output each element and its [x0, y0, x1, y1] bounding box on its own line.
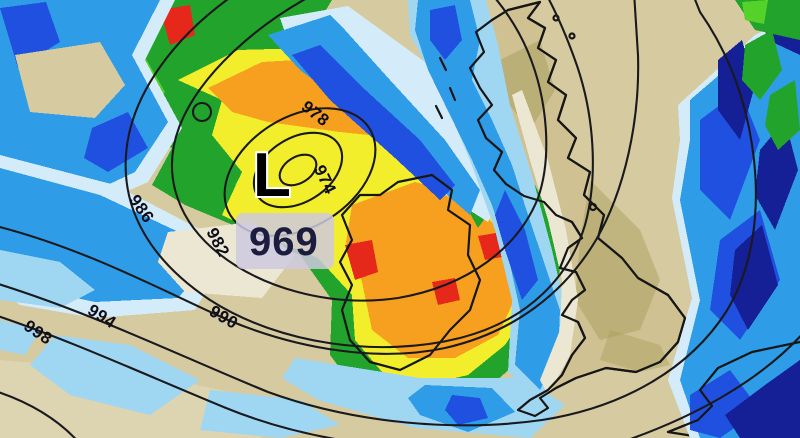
rain-orange-core-ireland: [346, 182, 518, 358]
pressure-value-box: [236, 213, 334, 269]
isobar-994: [0, 0, 757, 427]
rain-light-bottom-left-2: [200, 390, 340, 438]
rain-green-norway-2: [742, 0, 768, 24]
rain-red-spot-4: [345, 240, 378, 280]
coastlines: [338, 0, 800, 434]
dry-slot-top-left: [15, 42, 125, 118]
rain-heavy-ne-streak: [292, 45, 455, 200]
continent-coastline: [666, 340, 800, 434]
rain-heavy-top-left-2: [84, 112, 148, 172]
isobar-998: [0, 315, 336, 438]
isobar-982: [170, 0, 548, 302]
rain-light-left-edge: [0, 250, 95, 308]
great-britain-coastline: [468, 0, 687, 418]
shetland-island: [568, 32, 576, 40]
low-pressure-marker: L 969: [236, 139, 334, 269]
rain-green-norway-4: [765, 80, 800, 150]
isobar-1002: [0, 391, 77, 438]
rain-navy-streak-4: [725, 360, 800, 438]
rain-heavy-channel-dab: [445, 395, 488, 425]
rain-heavy-irish-sea-1: [430, 5, 462, 60]
rain-navy-streak-3: [730, 225, 778, 330]
rain-red-spot-5: [432, 278, 460, 305]
rain-heavy-north-sea-1: [700, 90, 760, 220]
rain-heavy-irish-sea-2: [495, 190, 538, 300]
coastal-gap-west-britain: [512, 90, 578, 395]
isobar-ring-inner: [278, 153, 318, 187]
low-pressure-value: 969: [249, 220, 319, 264]
isobar-ring-974: [252, 131, 344, 209]
rain-navy-streak-2: [755, 120, 798, 230]
ireland-coastline: [338, 173, 482, 372]
rain-green-norway-3: [742, 30, 782, 100]
highland-shading-se-england: [600, 330, 670, 372]
hebrides-islands: [434, 56, 457, 120]
highland-shading-england: [575, 180, 660, 340]
rain-light-bottom-left-3: [0, 320, 40, 355]
rain-heavy-top-left-1: [0, 2, 60, 68]
isobar-986: [124, 0, 594, 349]
low-symbol: L: [253, 141, 291, 210]
rain-light-bottom-left-1: [30, 335, 200, 415]
isobar-990: [0, 0, 640, 355]
isobar-ringlet: [191, 101, 213, 123]
isobar-998b: [630, 334, 800, 438]
highland-shading-scotland: [500, 40, 555, 130]
